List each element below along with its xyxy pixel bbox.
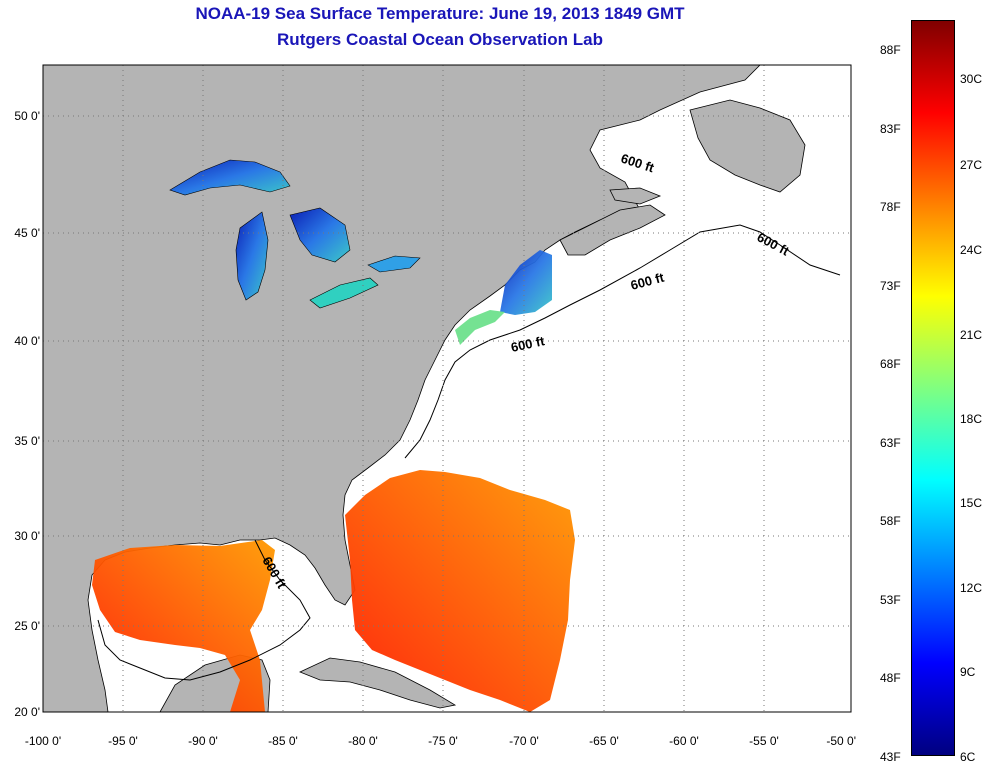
colorbar-f-label: 53F (880, 593, 901, 607)
lat-tick-label: 50 0' (14, 109, 40, 123)
colorbar-c-label: 30C (960, 72, 983, 86)
map-title: NOAA-19 Sea Surface Temperature: June 19… (195, 4, 685, 23)
cuba-land (298, 657, 457, 709)
600ft-contour-line (404, 224, 841, 459)
colorbar-c-label: 24C (960, 243, 983, 257)
sst-lake-huron (289, 207, 351, 263)
colorbar-c-label: 12C (960, 581, 983, 595)
map-frame (42, 64, 852, 713)
colorbar-f-label: 63F (880, 436, 901, 450)
lon-tick-label: -90 0' (188, 734, 218, 748)
sst-lake-erie (309, 277, 379, 309)
colorbar-c-label: 9C (960, 665, 976, 679)
map-subtitle: Rutgers Coastal Ocean Observation Lab (277, 30, 603, 49)
lon-tick-label: -75 0' (428, 734, 458, 748)
lat-tick-label: 20 0' (14, 705, 40, 719)
lat-tick-label: 25 0' (14, 619, 40, 633)
newfoundland-land (689, 99, 806, 193)
colorbar-f-label: 68F (880, 357, 901, 371)
lon-tick-label: -55 0' (749, 734, 779, 748)
lat-tick-label: 35 0' (14, 434, 40, 448)
colorbar-f-label: 78F (880, 200, 901, 214)
sst-lake-michigan (235, 211, 269, 301)
sst-long-island-sound (455, 310, 505, 345)
lat-tick-label: 45 0' (14, 226, 40, 240)
colorbar-f-label: 58F (880, 514, 901, 528)
lon-tick-label: -70 0' (509, 734, 539, 748)
600ft-contour-gulf (97, 539, 311, 681)
lon-tick-label: -65 0' (589, 734, 619, 748)
colorbar-c-label: 6C (960, 750, 976, 764)
contour-label: 600 ft (510, 333, 547, 355)
colorbar-c-label: 21C (960, 328, 983, 342)
sst-lake-ontario (367, 255, 421, 273)
lon-tick-label: -85 0' (268, 734, 298, 748)
sst-gulf-of-maine (500, 250, 552, 315)
island-land (609, 187, 662, 205)
colorbar-f-label: 43F (880, 750, 901, 764)
lon-tick-label: -95 0' (108, 734, 138, 748)
sst-lake-superior (169, 159, 291, 196)
colorbar-c-label: 18C (960, 412, 983, 426)
colorbar-f-label: 83F (880, 122, 901, 136)
temperature-colorbar (911, 20, 955, 756)
nova-scotia-land (559, 204, 666, 256)
colorbar-f-label: 88F (880, 43, 901, 57)
colorbar-f-label: 73F (880, 279, 901, 293)
lat-tick-label: 30 0' (14, 529, 40, 543)
lon-tick-label: -100 0' (25, 734, 61, 748)
lon-tick-label: -80 0' (348, 734, 378, 748)
colorbar-f-label: 48F (880, 671, 901, 685)
colorbar-c-label: 15C (960, 496, 983, 510)
lon-tick-label: -60 0' (669, 734, 699, 748)
colorbar-c-label: 27C (960, 158, 983, 172)
sst-atlantic-warm (345, 470, 575, 712)
lat-tick-label: 40 0' (14, 334, 40, 348)
lon-tick-label: -50 0' (826, 734, 856, 748)
